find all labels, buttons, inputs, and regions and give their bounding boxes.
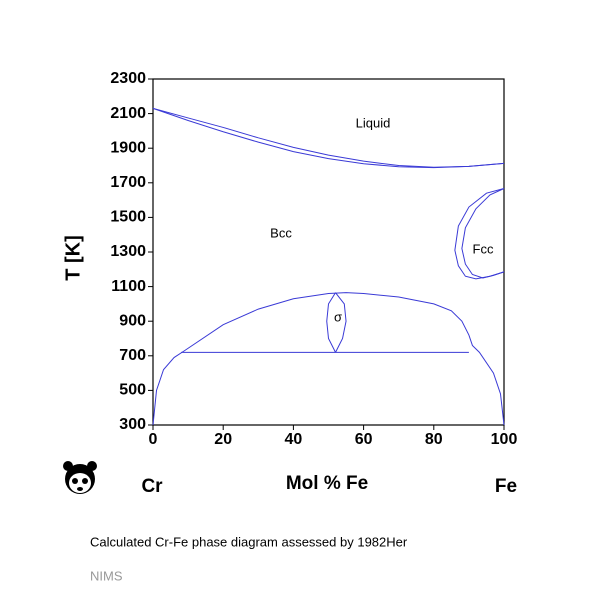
x-tick-label: 100 — [491, 431, 518, 448]
plot-frame — [152, 78, 505, 426]
annotation: Fcc — [473, 241, 494, 256]
x-axis-label: Mol % Fe — [286, 473, 368, 494]
y-tick-label: 300 — [119, 416, 146, 433]
y-tick-label: 900 — [119, 312, 146, 329]
annotation: σ — [334, 309, 342, 324]
y-axis-label: T [K] — [62, 235, 84, 281]
caption: Calculated Cr-Fe phase diagram assessed … — [90, 534, 408, 549]
x-tick-label: 60 — [355, 431, 373, 448]
source: NIMS — [90, 568, 123, 583]
annotation: Bcc — [270, 225, 292, 240]
y-tick-label: 2100 — [110, 105, 146, 122]
y-tick-label: 1700 — [110, 174, 146, 191]
phase-boundary — [454, 188, 505, 280]
y-tick-label: 1900 — [110, 139, 146, 156]
x-tick-label: 40 — [285, 431, 303, 448]
phase-boundary — [152, 107, 505, 169]
y-tick-label: 1300 — [110, 243, 146, 260]
element-label: Fe — [495, 476, 517, 497]
x-tick-label: 0 — [149, 431, 158, 448]
element-label: Cr — [141, 476, 163, 497]
phase-boundary — [335, 292, 347, 353]
x-tick-label: 20 — [214, 431, 232, 448]
y-tick-label: 2300 — [110, 70, 146, 87]
y-tick-label: 1500 — [110, 209, 146, 226]
y-tick-label: 700 — [119, 347, 146, 364]
x-tick-label: 80 — [425, 431, 443, 448]
annotation: Liquid — [356, 115, 391, 130]
y-tick-label: 1100 — [111, 278, 146, 295]
phase-boundary — [326, 292, 336, 353]
y-tick-label: 500 — [119, 382, 146, 399]
phase-boundary — [461, 188, 505, 279]
panda-logo — [63, 461, 97, 494]
phase-boundary — [152, 292, 505, 426]
